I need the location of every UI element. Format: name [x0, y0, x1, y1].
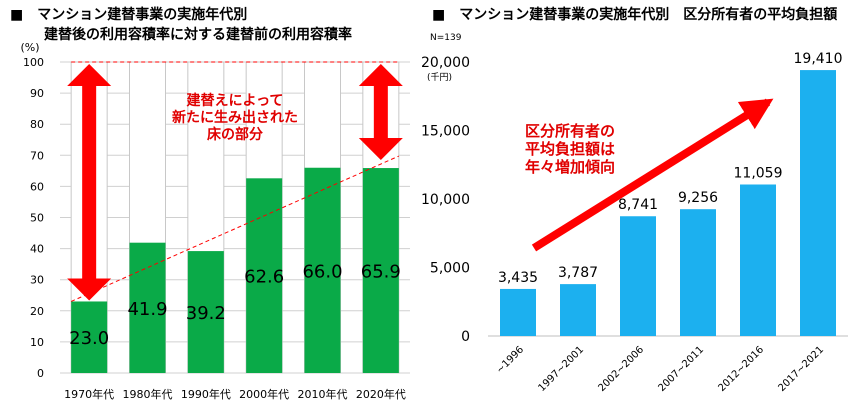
right-bar: [680, 209, 716, 336]
right-bar: [500, 288, 536, 336]
right-bar: [560, 284, 596, 336]
right-chart-title: ■ マンション建替事業の実施年代別 区分所有者の平均負担額: [432, 7, 838, 23]
left-x-tick-label: 2000年代: [239, 387, 289, 401]
left-bar: [71, 301, 108, 373]
left-annotation-line: 床の部分: [207, 127, 263, 143]
right-y-tick-label: 15,000: [421, 124, 470, 140]
left-chart-subtitle: 建替後の利用容積率に対する建替前の利用容積率: [44, 27, 352, 43]
left-bar: [129, 242, 166, 373]
right-bar-value-label: 19,410: [794, 51, 843, 67]
left-bar: [362, 168, 399, 373]
right-annotation-line: 平均負担額は: [524, 140, 615, 158]
left-y-tick-label: 50: [30, 212, 44, 225]
right-y-tick-label: 10,000: [421, 192, 470, 208]
right-annotation: 区分所有者の 平均負担額は 年々増加傾向: [500, 122, 640, 176]
left-chart-title: ■ マンション建替事業の実施年代別: [10, 7, 248, 23]
left-double-arrow-1970s: [67, 64, 112, 301]
left-y-tick-label: 40: [30, 243, 44, 256]
right-y-tick-label: 0: [461, 329, 470, 345]
left-y-tick-label: 80: [30, 118, 44, 131]
left-double-arrow-2020s: [358, 64, 403, 161]
left-y-tick-label: 10: [30, 336, 44, 349]
left-y-tick-label: 0: [37, 367, 44, 380]
right-bar-value-label: 8,741: [618, 197, 658, 213]
right-trend-arrow: [531, 98, 774, 252]
left-y-tick-label: 70: [30, 149, 44, 162]
right-annotation-line: 年々増加傾向: [524, 158, 615, 176]
left-y-tick-label: 60: [30, 180, 44, 193]
right-annotation-line: 区分所有者の: [524, 122, 615, 140]
right-x-tick-label: 2002~2006: [596, 344, 646, 394]
right-x-tick-label: 2012~2016: [716, 344, 766, 394]
right-y-tick-label: 20,000: [421, 55, 470, 71]
left-trend-dashed-line: [70, 155, 400, 302]
left-annotation-line: 新たに生み出された: [172, 110, 298, 126]
left-y-tick-label: 100: [23, 56, 44, 69]
left-bar-value-label: 41.9: [127, 299, 167, 320]
left-x-tick-label: 1970年代: [64, 387, 114, 401]
left-bar-value-label: 66.0: [302, 261, 342, 282]
left-x-tick-label: 1980年代: [123, 387, 173, 401]
right-x-tick-label: 2017~2021: [776, 344, 826, 394]
left-y-axis-unit: (%): [20, 41, 39, 54]
right-bar-value-label: 9,256: [678, 190, 718, 206]
left-annotation-line: 建替えによって: [186, 93, 284, 109]
right-x-tick-label: ~1996: [494, 344, 526, 376]
left-bar-value-label: 23.0: [69, 328, 109, 349]
right-bar-value-label: 11,059: [734, 165, 783, 181]
right-sample-size-note: N=139: [430, 33, 462, 43]
left-annotation: 建替えによって 新たに生み出された 床の部分: [165, 93, 305, 144]
left-y-tick-label: 30: [30, 274, 44, 287]
right-x-tick-label: 2007~2011: [656, 344, 706, 394]
left-bar-value-label: 39.2: [186, 303, 226, 324]
right-y-axis-unit: (千円): [427, 72, 452, 83]
left-y-tick-label: 20: [30, 305, 44, 318]
left-x-tick-label: 2020年代: [356, 387, 406, 401]
right-bar-value-label: 3,787: [558, 265, 598, 281]
right-y-tick-label: 5,000: [430, 261, 470, 277]
left-bar-value-label: 65.9: [361, 262, 401, 283]
right-bar: [740, 184, 776, 336]
right-bar: [800, 70, 836, 336]
left-x-tick-label: 1990年代: [181, 387, 231, 401]
left-x-tick-label: 2010年代: [298, 387, 348, 401]
left-bar: [304, 167, 341, 373]
right-bar-value-label: 3,435: [498, 270, 538, 286]
left-bar: [187, 251, 224, 373]
left-y-tick-label: 90: [30, 87, 44, 100]
left-bar-value-label: 62.6: [244, 267, 284, 288]
right-bar: [620, 216, 656, 336]
right-x-tick-label: 1997~2001: [536, 344, 586, 394]
